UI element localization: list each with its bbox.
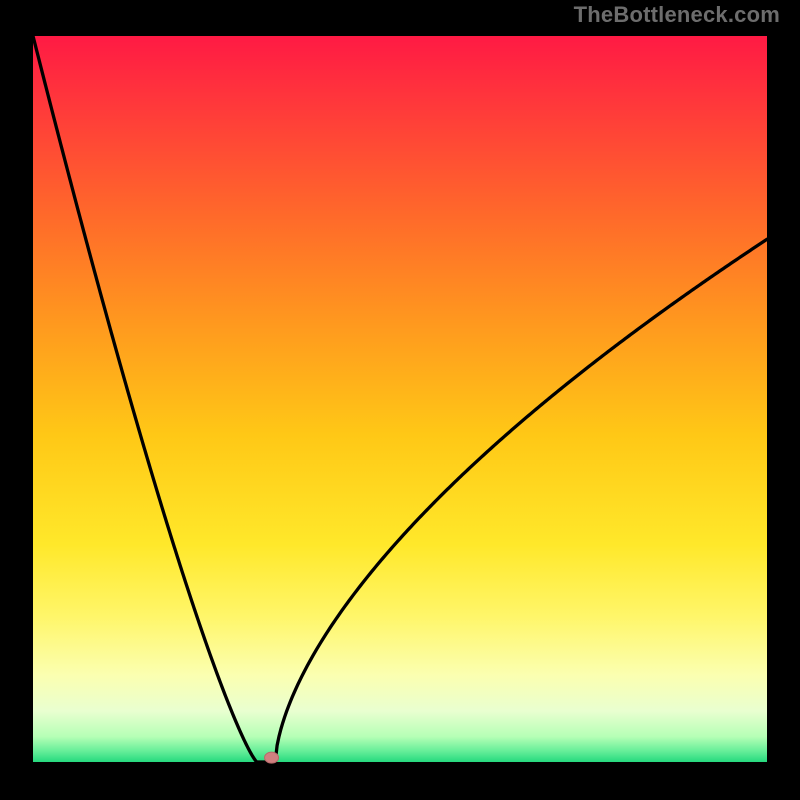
chart-frame: TheBottleneck.com	[0, 0, 800, 800]
bottleneck-chart-svg	[0, 0, 800, 800]
watermark-text: TheBottleneck.com	[574, 2, 780, 28]
plot-background	[33, 36, 767, 762]
optimum-marker	[265, 752, 279, 763]
